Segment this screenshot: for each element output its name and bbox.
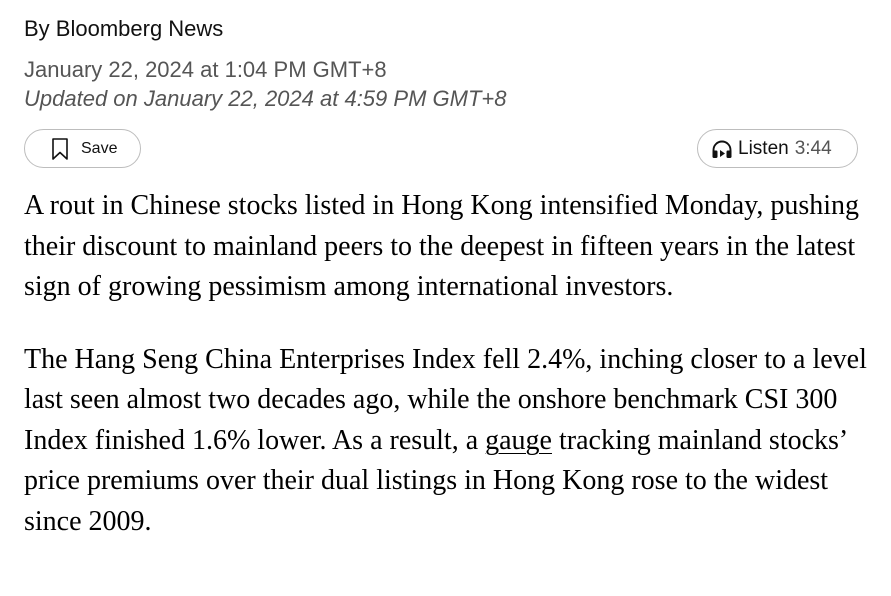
listen-button[interactable]: Listen 3:44 <box>697 129 858 168</box>
paragraph-2: The Hang Seng China Enterprises Index fe… <box>24 340 869 543</box>
save-button[interactable]: Save <box>24 129 141 168</box>
article-timestamps: January 22, 2024 at 1:04 PM GMT+8 Update… <box>24 55 506 113</box>
listen-duration: 3:44 <box>794 137 832 159</box>
updated-date: Updated on January 22, 2024 at 4:59 PM G… <box>24 86 507 111</box>
paragraph-2-text-end: tracking mainland stocks’ price premiums… <box>24 424 847 537</box>
byline: By Bloomberg News <box>24 16 224 41</box>
article-body: A rout in Chinese stocks listed in Hong … <box>24 186 869 574</box>
listen-label: Listen <box>738 137 789 159</box>
bookmark-icon <box>50 137 70 161</box>
paragraph-2-text-start: The Hang Seng China Enterprises Index fe… <box>24 343 867 456</box>
paragraph-1: A rout in Chinese stocks listed in Hong … <box>24 190 860 302</box>
gauge-link[interactable]: gauge <box>485 424 552 456</box>
save-label: Save <box>81 139 118 157</box>
published-date: January 22, 2024 at 1:04 PM GMT+8 <box>24 57 387 82</box>
headphones-icon <box>711 139 733 159</box>
